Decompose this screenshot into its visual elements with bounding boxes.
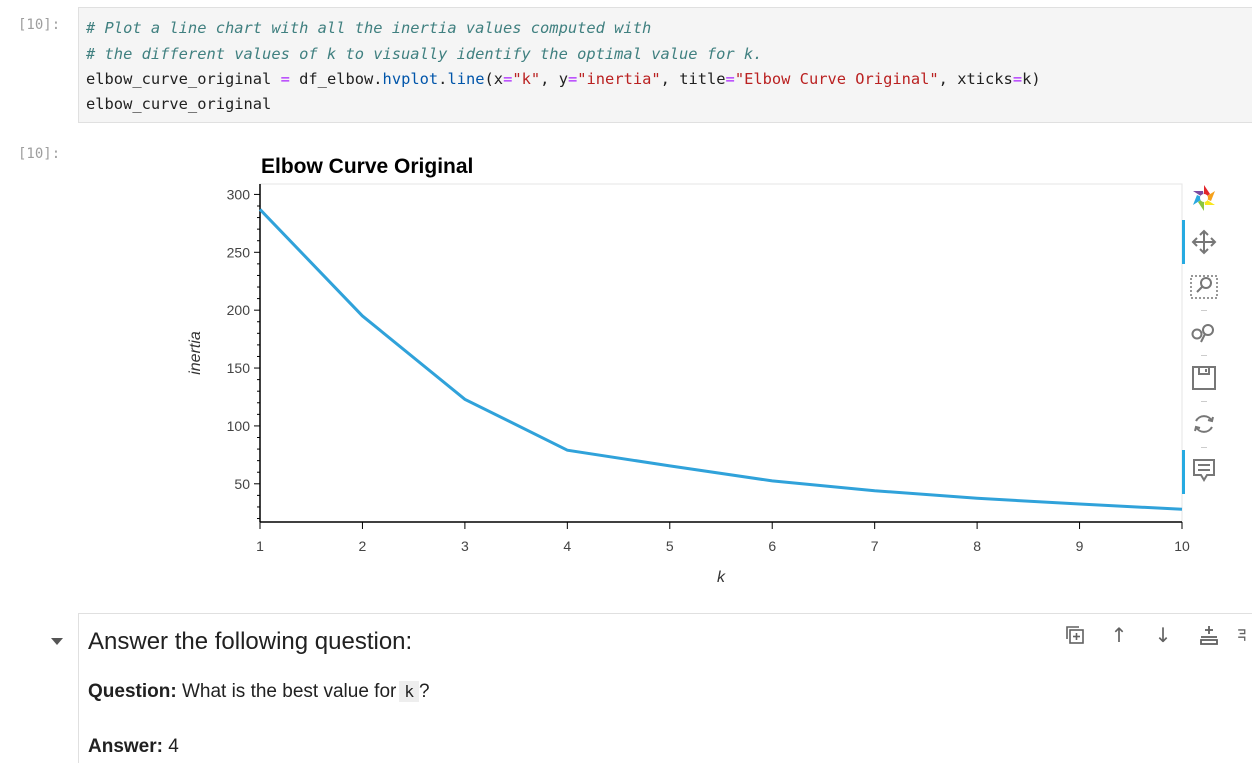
plot-toolbar: [1182, 182, 1226, 502]
y-tick-label: 150: [227, 360, 251, 376]
inline-code-k: k: [399, 681, 419, 702]
code-comment-2: # the different values of k to visually …: [86, 45, 763, 63]
toolbar-separator: [1201, 310, 1207, 311]
move-up-icon[interactable]: ↑: [1110, 623, 1128, 647]
save-icon[interactable]: [1188, 362, 1220, 394]
box-zoom-icon[interactable]: [1188, 271, 1220, 303]
x-tick-label: 9: [1076, 538, 1084, 554]
answer-paragraph: Answer: 4: [88, 736, 179, 757]
insert-below-icon[interactable]: [1196, 622, 1222, 648]
y-tick-label: 100: [227, 418, 251, 434]
x-tick-label: 8: [973, 538, 981, 554]
plot-frame: [259, 183, 1183, 523]
more-icon[interactable]: [1236, 622, 1252, 648]
hover-active-indicator: [1182, 450, 1185, 494]
x-tick-label: 4: [563, 538, 571, 554]
y-tick-label: 50: [234, 476, 250, 492]
input-prompt: [10]:: [18, 17, 61, 33]
reset-icon[interactable]: [1188, 408, 1220, 440]
question-paragraph: Question: What is the best value for k?: [88, 681, 430, 702]
x-tick-label: 7: [871, 538, 879, 554]
code-comment-1: # Plot a line chart with all the inertia…: [86, 19, 652, 37]
duplicate-icon[interactable]: [1062, 622, 1088, 648]
code-cell[interactable]: # Plot a line chart with all the inertia…: [78, 7, 1252, 123]
y-tick-label: 300: [227, 186, 251, 202]
y-axis: 50 100 150 200 250 300: [227, 184, 261, 522]
wheel-zoom-icon[interactable]: [1188, 316, 1220, 348]
x-axis-label: k: [717, 569, 726, 586]
pan-icon[interactable]: [1188, 226, 1220, 258]
y-tick-label: 200: [227, 302, 251, 318]
bokeh-logo-icon[interactable]: [1188, 182, 1220, 214]
code-line-3: elbow_curve_original = df_elbow.hvplot.l…: [86, 70, 1041, 88]
x-axis: 1 2 3 4 5 6 7 8 9 10: [256, 521, 1190, 554]
code-line-4: elbow_curve_original: [86, 95, 272, 113]
toolbar-separator: [1201, 401, 1207, 402]
toolbar-separator: [1201, 355, 1207, 356]
pan-active-indicator: [1182, 220, 1185, 264]
y-tick-label: 250: [227, 244, 251, 260]
markdown-cell[interactable]: Answer the following question: Question:…: [78, 613, 1252, 763]
toolbar-separator: [1201, 447, 1207, 448]
elbow-chart[interactable]: Elbow Curve Original 50 100 150 200 250 300 1…: [170, 140, 1190, 590]
output-prompt: [10]:: [18, 146, 61, 162]
x-tick-label: 2: [359, 538, 367, 554]
hover-icon[interactable]: [1188, 454, 1220, 486]
chart-title: Elbow Curve Original: [261, 155, 473, 178]
x-tick-label: 1: [256, 538, 264, 554]
x-tick-label: 3: [461, 538, 469, 554]
x-tick-label: 10: [1174, 538, 1190, 554]
move-down-icon[interactable]: ↓: [1154, 623, 1172, 647]
y-axis-label: inertia: [187, 331, 204, 375]
markdown-heading: Answer the following question:: [88, 628, 413, 655]
inertia-series-line: [258, 208, 1183, 511]
x-tick-label: 6: [768, 538, 776, 554]
collapse-arrow-icon[interactable]: [51, 638, 63, 645]
x-tick-label: 5: [666, 538, 674, 554]
